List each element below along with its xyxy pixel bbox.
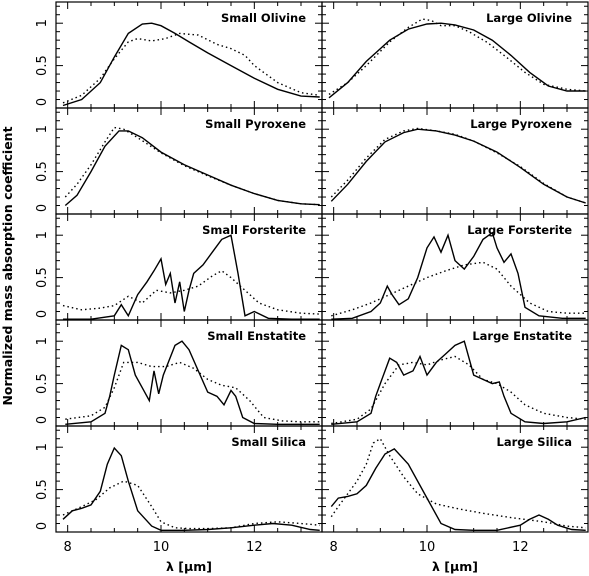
small-pyroxene-dotted-curve xyxy=(64,126,320,206)
ytick-label: 0 xyxy=(35,416,50,424)
ytick-label: 0 xyxy=(35,310,50,318)
ytick-label: 0.5 xyxy=(35,479,50,500)
small-silica-solid-curve xyxy=(62,446,320,531)
large-olivine-solid-curve xyxy=(328,22,586,99)
xtick-label: 10 xyxy=(419,540,436,555)
large-olivine-dotted-curve xyxy=(328,18,586,95)
small-silica-title: Small Silica xyxy=(231,435,306,449)
large-forsterite-solid-curve xyxy=(331,231,586,320)
large-enstatite-title: Large Enstatite xyxy=(472,329,572,343)
ytick-label: 0 xyxy=(35,522,50,530)
small-olivine-solid-curve xyxy=(62,22,320,107)
small-pyroxene-title: Small Pyroxene xyxy=(205,117,306,131)
ytick-label: 0 xyxy=(35,204,50,212)
ytick-label: 0.5 xyxy=(35,267,50,288)
ytick-label: 1 xyxy=(35,337,50,345)
ytick-label: 0.5 xyxy=(35,161,50,182)
small-pyroxene-solid-curve xyxy=(64,130,320,207)
ytick-label: 0.5 xyxy=(35,55,50,76)
xtick-label: 12 xyxy=(512,540,529,555)
large-olivine-title: Large Olivine xyxy=(486,11,572,25)
large-silica-dotted-curve xyxy=(330,437,586,529)
ytick-label: 1 xyxy=(35,19,50,27)
ytick-label: 1 xyxy=(35,231,50,239)
small-olivine-dotted-curve xyxy=(62,32,320,104)
small-olivine-title: Small Olivine xyxy=(221,11,306,25)
small-enstatite-dotted-curve xyxy=(65,361,320,423)
large-forsterite-dotted-curve xyxy=(331,261,586,317)
large-silica-solid-curve xyxy=(330,448,586,531)
xtick-label: 8 xyxy=(330,540,338,555)
large-silica-title: Large Silica xyxy=(497,435,572,449)
large-enstatite-solid-curve xyxy=(331,340,586,425)
small-silica-dotted-curve xyxy=(62,480,320,530)
small-forsterite-solid-curve xyxy=(63,234,320,320)
x-axis-label-right: λ [μm] xyxy=(432,559,478,574)
large-forsterite-title: Large Forsterite xyxy=(467,223,572,237)
small-enstatite-title: Small Enstatite xyxy=(207,329,306,343)
xtick-label: 12 xyxy=(246,540,263,555)
large-pyroxene-dotted-curve xyxy=(330,127,586,204)
ytick-label: 1 xyxy=(35,443,50,451)
y-axis-label: Normalized mass absorption coefficient xyxy=(0,126,15,405)
xtick-label: 8 xyxy=(64,540,72,555)
large-pyroxene-title: Large Pyroxene xyxy=(470,117,572,131)
ytick-label: 0.5 xyxy=(35,373,50,394)
small-enstatite-solid-curve xyxy=(65,340,320,425)
ytick-label: 1 xyxy=(35,125,50,133)
small-forsterite-dotted-curve xyxy=(62,269,320,315)
xtick-label: 10 xyxy=(153,540,170,555)
x-axis-label-left: λ [μm] xyxy=(166,559,212,574)
large-enstatite-dotted-curve xyxy=(331,355,586,425)
large-pyroxene-solid-curve xyxy=(330,128,586,204)
small-forsterite-title: Small Forsterite xyxy=(202,223,306,237)
ytick-label: 0 xyxy=(35,98,50,106)
large-silica-panel-frame xyxy=(321,425,589,533)
